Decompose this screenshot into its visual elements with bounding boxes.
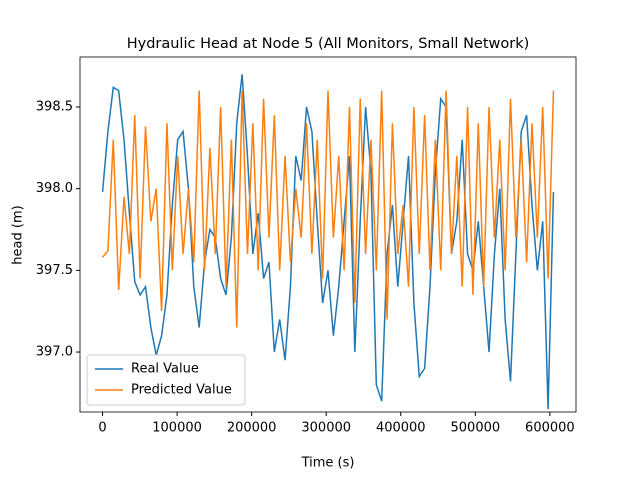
x-tick-label: 100000 [152,421,202,436]
legend-label: Predicted Value [131,383,232,398]
x-axis-label: Time (s) [301,456,355,471]
x-tick-label: 600000 [525,421,575,436]
plot-frame [79,56,577,413]
data-line [101,74,555,410]
chart-title: Hydraulic Head at Node 5 (All Monitors, … [127,36,530,52]
legend-label: Real Value [131,362,199,377]
x-tick-label: 200000 [227,421,277,436]
data-line [101,90,555,328]
y-tick-label: 397.5 [36,263,73,278]
y-tick-label: 397.0 [36,345,73,360]
legend-box [86,354,246,406]
y-tick-label: 398.5 [36,99,73,114]
x-tick-label: 500000 [451,421,501,436]
y-tick-label: 398.0 [36,181,73,196]
x-tick-label: 0 [98,421,106,436]
x-tick-label: 300000 [301,421,351,436]
y-axis-label: head (m) [11,205,26,264]
x-tick-label: 400000 [376,421,426,436]
